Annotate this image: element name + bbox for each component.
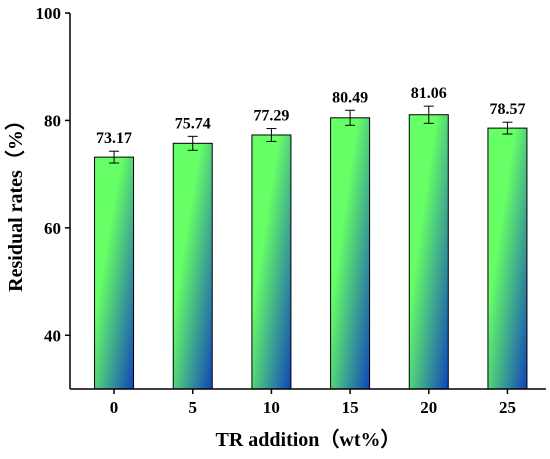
data-label-10: 77.29: [253, 108, 289, 125]
x-tick-label-25: 25: [499, 398, 516, 417]
data-label-25: 78.57: [489, 101, 525, 118]
data-label-15: 80.49: [332, 89, 368, 106]
x-tick-label-5: 5: [188, 398, 197, 417]
y-axis-title: Residual rates（%）: [4, 110, 27, 292]
y-tick-label: 100: [36, 4, 62, 23]
data-label-0: 73.17: [96, 130, 132, 147]
x-tick-label-15: 15: [342, 398, 359, 417]
y-tick-label: 60: [44, 219, 61, 238]
x-axis-title: TR addition（wt%）: [215, 428, 400, 451]
data-label-5: 75.74: [175, 115, 211, 132]
x-tick-label-20: 20: [420, 398, 437, 417]
bar-20: [408, 114, 449, 390]
bar-15: [330, 117, 371, 390]
x-tick-label-10: 10: [263, 398, 280, 417]
bar-25: [487, 127, 528, 390]
data-label-20: 81.06: [411, 85, 447, 102]
bar-10: [251, 134, 292, 390]
x-tick-label-0: 0: [110, 398, 119, 417]
bar-5: [172, 142, 213, 390]
y-tick-label: 80: [44, 111, 61, 130]
bar-0: [94, 156, 135, 390]
y-tick-label: 40: [44, 326, 61, 345]
